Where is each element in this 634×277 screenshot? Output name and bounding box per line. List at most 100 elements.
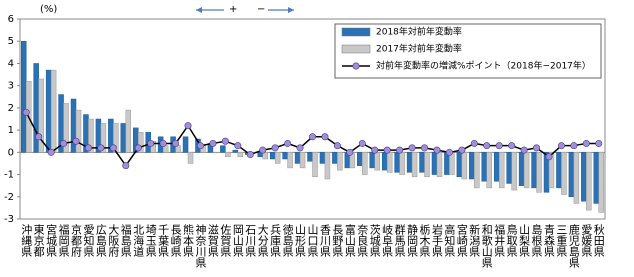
marker (508, 142, 516, 150)
legend-marker (352, 62, 360, 70)
marker (495, 142, 503, 150)
bar (561, 152, 567, 195)
x-tick-label: 北海道 (132, 224, 145, 257)
bar (431, 152, 438, 175)
marker (122, 162, 130, 170)
bar (357, 152, 363, 166)
x-tick-label: 大分県 (256, 223, 269, 258)
bar (536, 152, 542, 193)
bar (312, 152, 318, 178)
bar (474, 152, 480, 189)
bar (88, 118, 94, 153)
bar (386, 152, 393, 173)
marker (259, 146, 267, 154)
marker (383, 146, 391, 154)
x-tick-label: 東京都 (32, 224, 45, 257)
marker (246, 151, 254, 159)
x-tick-label: 富山県 (343, 223, 356, 258)
x-tick-label: 新潟県 (468, 223, 481, 258)
bar (337, 152, 343, 171)
x-tick-label: 奈良県 (356, 223, 369, 258)
marker (296, 144, 304, 152)
marker (47, 148, 55, 156)
marker (221, 137, 229, 145)
bar (45, 69, 52, 153)
y-tick-label: 0 (8, 147, 14, 158)
x-tick-label: 埼玉県 (144, 223, 157, 258)
x-tick-label: 岩手県 (430, 223, 443, 258)
marker (109, 144, 117, 152)
x-tick-label: 滋賀県 (206, 224, 219, 258)
x-tick-label: 神奈川県 (194, 223, 207, 269)
bar (137, 132, 144, 153)
bar (274, 152, 281, 164)
x-tick-label: 山形県 (294, 224, 307, 258)
x-tick-label: 石川県 (244, 224, 257, 258)
marker (421, 144, 429, 152)
marker (408, 144, 416, 152)
bar (419, 152, 425, 173)
bar (269, 152, 276, 160)
y-tick-label: -2 (4, 192, 14, 203)
y-tick-label: -3 (4, 214, 14, 225)
marker (284, 139, 292, 147)
y-tick-label: 2 (8, 103, 14, 114)
legend-label: 2017年対前年変動率 (376, 43, 462, 55)
bar (481, 152, 488, 182)
marker (60, 139, 68, 147)
x-tick-label: 島根県 (530, 223, 543, 258)
marker (445, 148, 453, 156)
bar (374, 152, 380, 171)
bar (38, 78, 44, 153)
bar (593, 152, 600, 204)
bar (456, 152, 463, 178)
marker (346, 148, 354, 156)
bar (369, 152, 375, 169)
bar (120, 123, 127, 153)
legend-swatch (341, 27, 371, 37)
marker (533, 144, 541, 152)
y-tick-label: 4 (8, 58, 14, 69)
bar (294, 152, 301, 164)
bar (568, 152, 575, 198)
bar (586, 152, 592, 211)
marker (433, 146, 441, 154)
bar (581, 152, 587, 202)
bar (125, 109, 132, 153)
marker (184, 122, 192, 130)
bar (511, 152, 517, 191)
x-tick-label: 三重県 (555, 224, 568, 258)
marker (321, 133, 329, 141)
bar (518, 152, 525, 186)
annotation-minus: − (257, 4, 265, 15)
bar (556, 152, 562, 189)
marker (458, 146, 466, 154)
marker (396, 146, 404, 154)
x-tick-label: 栃木県 (418, 223, 431, 258)
x-tick-label: 愛媛県 (580, 224, 593, 258)
bar (182, 136, 189, 153)
x-tick-label: 熊本県 (182, 223, 195, 258)
bar (212, 152, 219, 154)
bar (287, 152, 293, 169)
bar (50, 69, 57, 153)
y-tick-label: 1 (8, 125, 14, 136)
bar (506, 152, 512, 184)
x-tick-label: 鳥取県 (505, 223, 518, 258)
x-tick-label: 千葉県 (157, 224, 170, 258)
x-tick-label: 京都府 (70, 223, 83, 258)
marker (545, 153, 553, 161)
bar (486, 152, 492, 189)
marker (557, 142, 565, 150)
bar (548, 152, 555, 189)
x-tick-label: 大阪府 (107, 223, 120, 258)
bar (307, 152, 313, 162)
bar (598, 152, 605, 213)
marker (22, 108, 30, 116)
bar (324, 152, 331, 180)
bar (282, 152, 288, 160)
bar (362, 152, 368, 175)
marker (358, 139, 366, 147)
x-tick-label: 岐阜県 (381, 224, 394, 258)
x-tick-label: 佐賀県 (219, 223, 232, 258)
